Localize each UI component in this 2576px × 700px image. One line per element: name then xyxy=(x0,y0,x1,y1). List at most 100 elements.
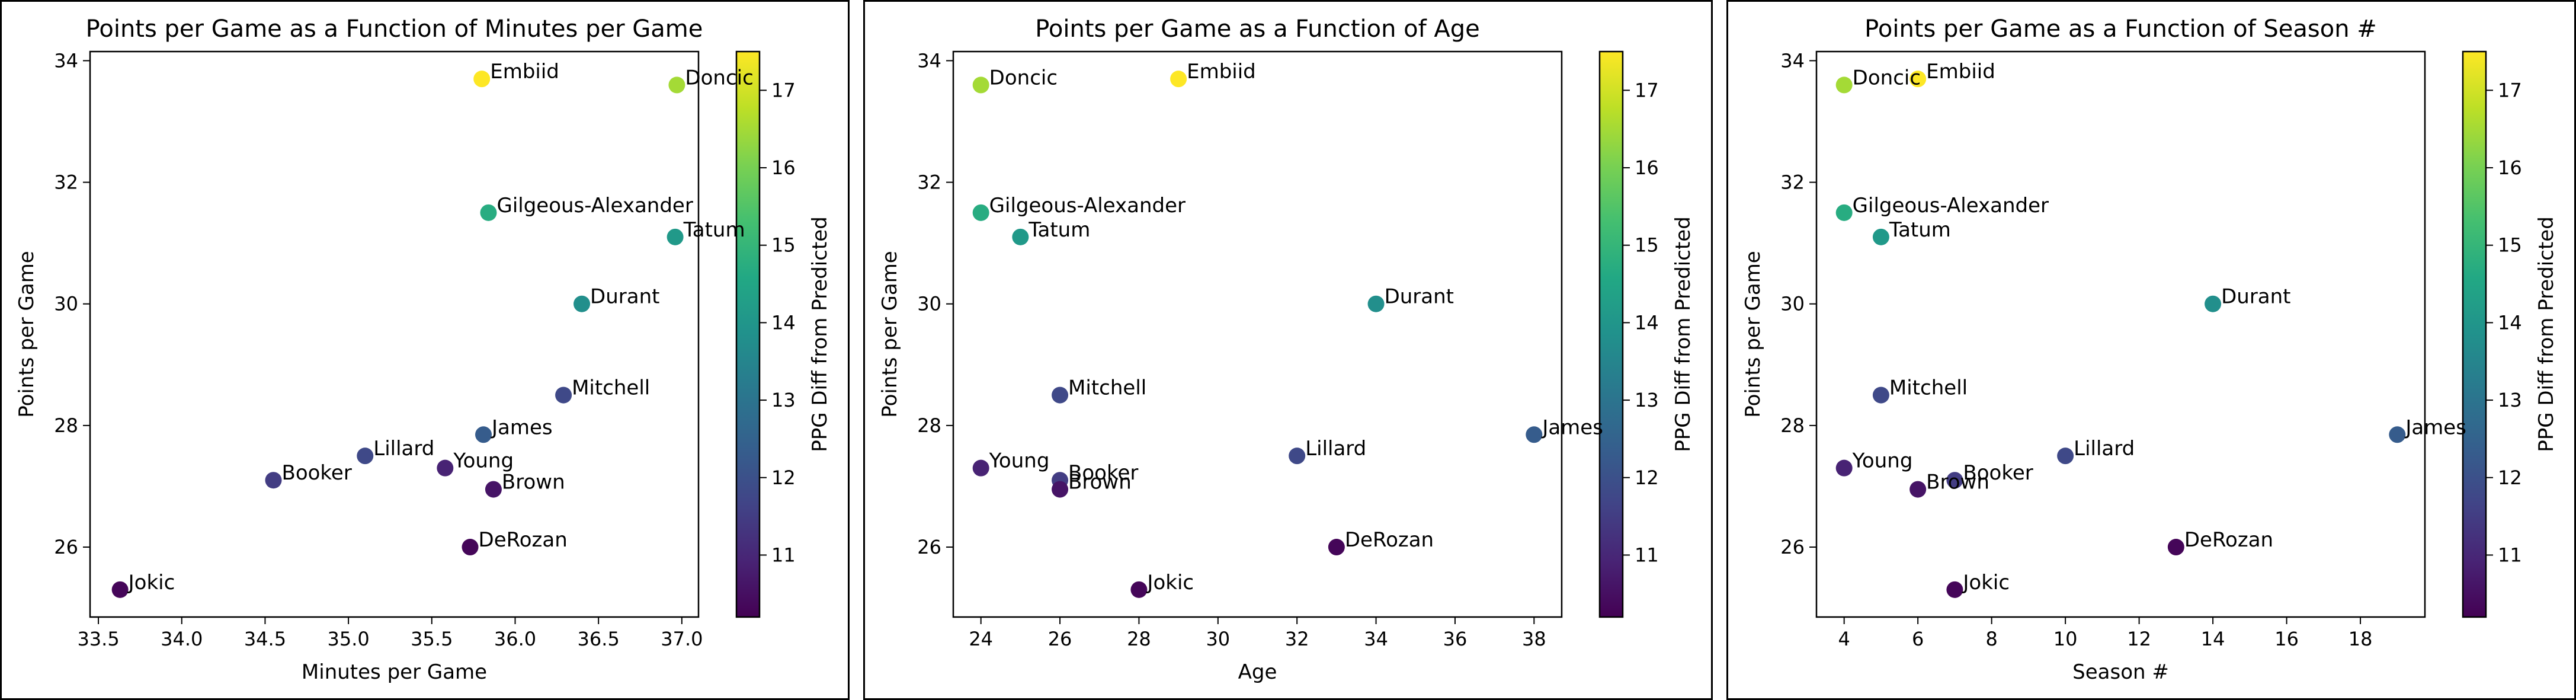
data-point-mitchell xyxy=(1872,386,1889,404)
colorbar-tick-label: 14 xyxy=(1635,311,1659,334)
chart-title: Points per Game as a Function of Minutes… xyxy=(86,15,703,43)
point-label: Tatum xyxy=(1028,218,1090,242)
data-point-durant xyxy=(1367,295,1385,312)
data-point-lillard xyxy=(357,448,374,465)
x-tick-label: 37.0 xyxy=(661,628,703,650)
plot-area xyxy=(89,50,700,618)
y-tick-label: 26 xyxy=(917,536,941,558)
data-point-jokic xyxy=(111,581,129,598)
point-label: Gilgeous-Alexander xyxy=(989,194,1186,218)
x-tick-label: 6 xyxy=(1912,628,1924,650)
x-tick-label: 12 xyxy=(2127,628,2151,650)
point-label: Mitchell xyxy=(1068,376,1146,400)
colorbar xyxy=(1598,50,1624,618)
figure-frame xyxy=(0,0,850,700)
point-label: Brown xyxy=(502,471,565,494)
y-tick-label: 34 xyxy=(1780,49,1805,72)
data-point-jokic xyxy=(1946,581,1963,598)
data-point-embiid xyxy=(473,71,491,88)
point-label: Brown xyxy=(1068,471,1132,494)
data-point-mitchell xyxy=(1052,386,1069,404)
data-point-young xyxy=(972,459,989,477)
point-label: DeRozan xyxy=(1345,528,1434,552)
colorbar-tick-label: 16 xyxy=(771,156,796,179)
data-point-tatum xyxy=(1872,228,1889,245)
data-point-young xyxy=(437,459,454,477)
data-point-mitchell xyxy=(555,386,572,404)
data-point-booker xyxy=(265,472,282,489)
y-tick-label: 28 xyxy=(54,414,78,437)
colorbar-tick-label: 11 xyxy=(1635,544,1659,566)
y-axis-label: Points per Game xyxy=(15,251,39,417)
chart-panel-minutes: Points per Game as a Function of Minutes… xyxy=(0,0,850,700)
x-tick-label: 30 xyxy=(1206,628,1230,650)
point-label: Lillard xyxy=(373,437,434,461)
colorbar-tick-label: 15 xyxy=(771,234,796,257)
colorbar-tick-label: 17 xyxy=(771,79,796,101)
colorbar-tick-label: 11 xyxy=(2498,544,2522,566)
chart-panel-season: Points per Game as a Function of Season … xyxy=(1726,0,2576,700)
data-point-james xyxy=(1526,426,1543,443)
data-point-durant xyxy=(2205,295,2222,312)
point-label: Tatum xyxy=(683,218,745,242)
x-tick-label: 32 xyxy=(1285,628,1309,650)
point-label: Young xyxy=(453,449,514,473)
point-label: Jokic xyxy=(127,571,175,594)
colorbar-tick-label: 16 xyxy=(2498,156,2522,179)
colorbar-tick-label: 14 xyxy=(771,311,796,334)
x-tick-label: 33.5 xyxy=(77,628,119,650)
data-point-embiid xyxy=(1170,71,1187,88)
x-tick-label: 35.5 xyxy=(411,628,453,650)
data-point-doncic xyxy=(668,76,685,94)
data-point-brown xyxy=(485,481,502,498)
y-tick-label: 26 xyxy=(1780,536,1805,558)
x-tick-label: 36 xyxy=(1443,628,1468,650)
colorbar-tick-label: 13 xyxy=(1635,389,1659,411)
point-label: Durant xyxy=(1385,285,1454,309)
colorbar-tick-label: 12 xyxy=(1635,466,1659,489)
x-tick-label: 34.0 xyxy=(161,628,203,650)
x-axis-label: Minutes per Game xyxy=(302,660,487,684)
data-point-james xyxy=(475,426,492,443)
data-point-tatum xyxy=(1012,228,1029,245)
x-tick-label: 14 xyxy=(2201,628,2225,650)
point-label: Lillard xyxy=(1305,437,1366,461)
point-label: Brown xyxy=(1926,471,1989,494)
plot-area xyxy=(1815,50,2426,618)
point-label: Embiid xyxy=(1187,60,1256,84)
data-point-booker xyxy=(1946,472,1963,489)
point-label: Mitchell xyxy=(1889,376,1968,400)
data-point-lillard xyxy=(2057,448,2074,465)
point-label: James xyxy=(491,415,553,439)
point-label: Embiid xyxy=(1926,60,1995,84)
point-label: DeRozan xyxy=(2184,528,2273,552)
scatter-chart-age: Points per Game as a Function of Age 24 26… xyxy=(863,0,1713,700)
data-point-young xyxy=(1835,459,1853,477)
point-label: Lillard xyxy=(2074,437,2135,461)
data-point-tatum xyxy=(667,228,684,245)
scatter-chart-season: Points per Game as a Function of Season … xyxy=(1726,0,2576,700)
point-label: Durant xyxy=(590,285,659,309)
y-tick-label: 32 xyxy=(1780,171,1805,194)
colorbar-label: PPG Diff from Predicted xyxy=(2535,216,2558,452)
point-label: Jokic xyxy=(1962,571,2010,594)
chart-panel-age: Points per Game as a Function of Age 24 26… xyxy=(863,0,1713,700)
point-label: James xyxy=(1541,415,1603,439)
y-tick-label: 32 xyxy=(917,171,941,194)
point-label: Tatum xyxy=(1889,218,1951,242)
chart-title: Points per Game as a Function of Age xyxy=(1035,15,1480,43)
y-tick-label: 32 xyxy=(54,171,78,194)
data-point-gilgeous-alexander xyxy=(480,204,497,221)
y-tick-label: 30 xyxy=(917,293,941,315)
x-tick-label: 4 xyxy=(1838,628,1850,650)
data-point-derozan xyxy=(462,539,479,556)
figure-frame xyxy=(1726,0,2576,700)
x-tick-label: 16 xyxy=(2274,628,2299,650)
data-point-derozan xyxy=(1328,539,1345,556)
data-point-doncic xyxy=(1835,76,1853,94)
colorbar-tick-label: 16 xyxy=(1635,156,1659,179)
colorbar-label: PPG Diff from Predicted xyxy=(1671,216,1695,452)
point-label: Doncic xyxy=(989,66,1058,90)
scatter-chart-minutes: Points per Game as a Function of Minutes… xyxy=(0,0,850,700)
y-tick-label: 28 xyxy=(1780,414,1805,437)
